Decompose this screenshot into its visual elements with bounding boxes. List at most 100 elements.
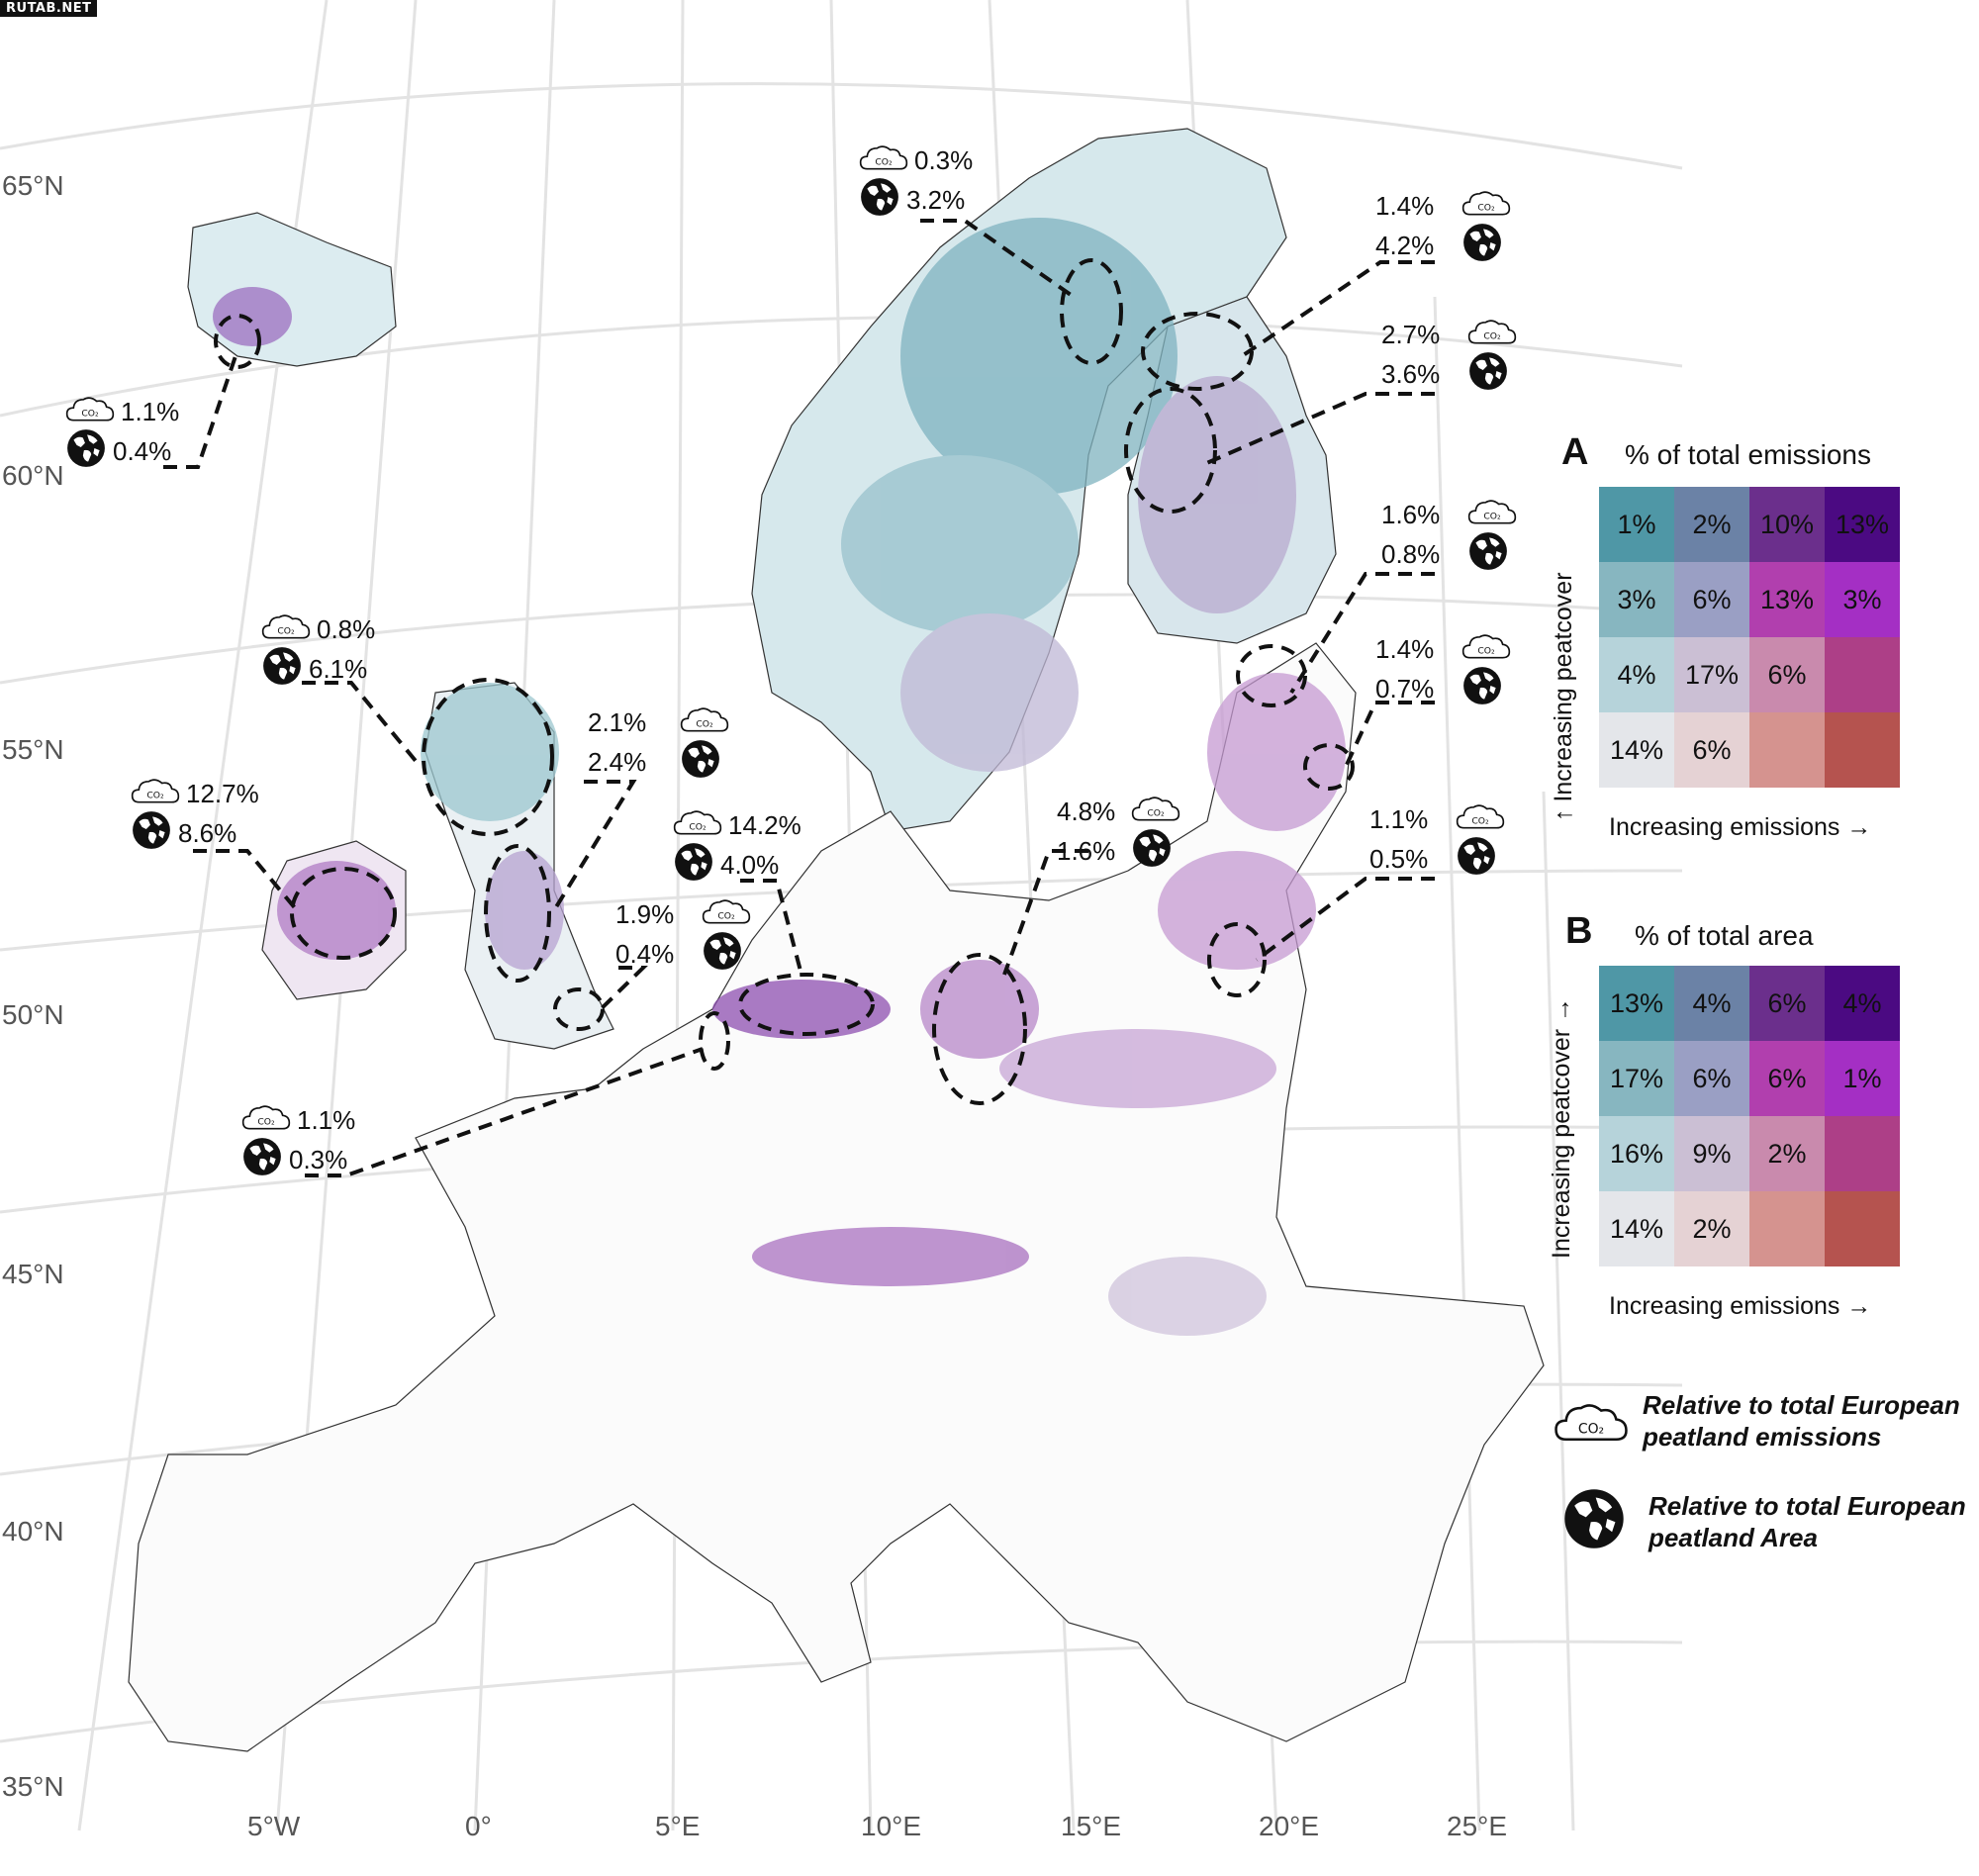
svg-text:CO₂: CO₂ [81, 408, 99, 419]
emissions-value: 14.2% [728, 809, 801, 840]
panel-b-bivariate-grid: 13% 4% 6% 4% 17% 6% 6% 1% 16% 9% 2% 14% 2% [1599, 966, 1900, 1266]
circle-ireland [290, 867, 397, 960]
grid-cell: 17% [1674, 637, 1749, 712]
panel-b-x-axis-label: Increasing emissions → [1609, 1292, 1872, 1320]
area-value: 4.2% [1375, 230, 1435, 260]
svg-text:CO₂: CO₂ [1484, 330, 1502, 341]
lon-label: 5°W [247, 1811, 301, 1841]
area-value: 2.4% [588, 746, 647, 777]
emissions-value: 4.8% [1057, 796, 1116, 826]
globe-icon [1456, 835, 1497, 884]
lat-label: 65°N [2, 170, 64, 201]
svg-text:CO₂: CO₂ [1478, 202, 1496, 213]
callout-e-poland: 1.1% CO₂ 0.5% [1369, 799, 1505, 879]
grid-cell: 14% [1599, 1191, 1674, 1266]
area-value: 3.6% [1381, 358, 1441, 389]
grid-cell [1825, 712, 1900, 788]
grid-cell [1749, 1191, 1825, 1266]
panel-a-title: % of total emissions [1625, 439, 1871, 470]
grid-cell: 10% [1749, 487, 1825, 562]
grid-cell [1825, 1191, 1900, 1266]
globe-icon [65, 427, 107, 476]
lon-label: 0° [465, 1811, 492, 1841]
globe-icon [1461, 222, 1503, 270]
circle-w-finland [1124, 387, 1217, 514]
svg-text:CO₂: CO₂ [1472, 815, 1490, 826]
circle-n-england [484, 844, 551, 983]
lon-label: 10°E [861, 1811, 922, 1841]
region-circles [214, 258, 1355, 1105]
lat-label: 40°N [2, 1516, 64, 1547]
area-value: 8.6% [178, 817, 237, 848]
svg-text:CO₂: CO₂ [1578, 1421, 1604, 1437]
grid-cell: 17% [1599, 1041, 1674, 1116]
area-value: 0.4% [615, 938, 675, 969]
grid-cell: 2% [1674, 1191, 1749, 1266]
legend-globe-icon [1561, 1486, 1627, 1556]
emissions-value: 12.7% [186, 778, 259, 808]
callout-belgium: CO₂ 1.1% 0.3% [241, 1100, 355, 1179]
co2-cloud-icon: CO₂ [1131, 794, 1180, 830]
callout-iceland: CO₂ 1.1% 0.4% [65, 392, 179, 471]
area-value: 1.6% [1057, 835, 1116, 866]
callout-n-england: 2.1% CO₂ 2.4% [588, 703, 729, 782]
globe-icon [1131, 827, 1173, 876]
grid-cell: 4% [1825, 966, 1900, 1041]
area-value: 3.2% [906, 184, 966, 215]
grid-cell: 6% [1674, 1041, 1749, 1116]
lon-label: 25°E [1447, 1811, 1508, 1841]
area-value: 4.0% [720, 849, 780, 880]
grid-cell: 2% [1749, 1116, 1825, 1191]
co2-cloud-icon: CO₂ [1467, 497, 1517, 533]
globe-icon [859, 176, 900, 225]
svg-text:CO₂: CO₂ [689, 821, 707, 832]
peatland-patches [213, 218, 1346, 1336]
grid-cell: 4% [1599, 637, 1674, 712]
emissions-value: 1.9% [615, 898, 675, 929]
watermark: RUTAB.NET [0, 0, 98, 17]
grid-cell: 1% [1599, 487, 1674, 562]
lon-label: 15°E [1061, 1811, 1122, 1841]
emissions-value: 1.1% [297, 1104, 356, 1135]
grid-cell: 13% [1599, 966, 1674, 1041]
globe-icon [261, 645, 303, 694]
emissions-value: 1.4% [1375, 190, 1435, 221]
grid-cell: 6% [1749, 966, 1825, 1041]
svg-text:CO₂: CO₂ [1484, 511, 1502, 521]
co2-cloud-icon: CO₂ [1467, 317, 1517, 353]
panel-a-x-axis-label: Increasing emissions → [1609, 813, 1872, 841]
globe-icon [241, 1136, 283, 1184]
grid-cell: 6% [1674, 712, 1749, 788]
circle-belgium [699, 1011, 730, 1071]
circle-scotland [422, 678, 554, 836]
grid-cell [1825, 637, 1900, 712]
svg-text:CO₂: CO₂ [277, 625, 295, 636]
svg-text:CO₂: CO₂ [718, 910, 736, 921]
globe-icon [673, 841, 714, 890]
callout-latvia: 1.4% CO₂ 0.7% [1375, 629, 1511, 708]
panel-b-letter: B [1565, 910, 1593, 952]
callout-e-england: 1.9% CO₂ 0.4% [615, 894, 751, 974]
grid-cell: 14% [1599, 712, 1674, 788]
emissions-value: 0.8% [317, 613, 376, 644]
panel-a-y-axis-label: ↑ Increasing peatcover [1550, 572, 1577, 821]
svg-text:CO₂: CO₂ [1478, 645, 1496, 656]
area-value: 6.1% [309, 653, 368, 684]
callout-scotland: CO₂ 0.8% 6.1% [261, 610, 375, 689]
circle-e-poland [1207, 922, 1267, 997]
lat-label: 45°N [2, 1259, 64, 1289]
iceland-shape [187, 212, 397, 367]
lat-label: 35°N [2, 1771, 64, 1802]
emissions-value: 1.1% [121, 396, 180, 426]
globe-icon [680, 738, 721, 787]
co2-cloud-icon: CO₂ [241, 1102, 291, 1139]
svg-text:CO₂: CO₂ [257, 1116, 275, 1127]
co2-cloud-icon: CO₂ [859, 142, 908, 179]
area-value: 0.8% [1381, 538, 1441, 569]
legend-co2-cloud-icon: CO₂ [1554, 1399, 1629, 1450]
co2-cloud-icon: CO₂ [702, 896, 751, 933]
grid-cell [1749, 712, 1825, 788]
continental-europe-shape [128, 642, 1545, 1752]
circle-estonia [1236, 644, 1307, 707]
